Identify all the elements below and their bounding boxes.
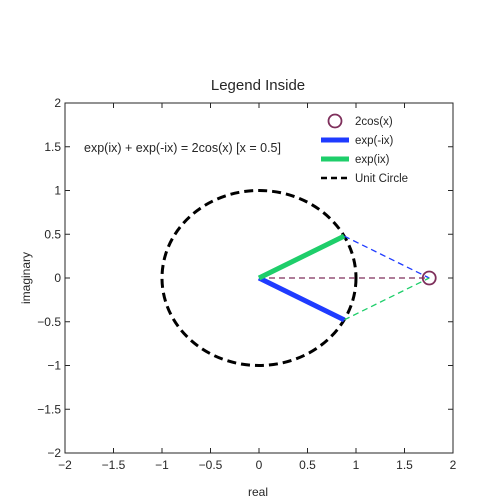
marker-2cos (421, 270, 437, 286)
x-tick-label: −1 (155, 458, 169, 472)
legend-marker (327, 113, 343, 129)
legend-label: Unit Circle (355, 173, 408, 185)
series-line-exp-ix- (257, 233, 346, 281)
x-tick-label: 0 (256, 458, 263, 472)
x-tick-label: 1.5 (396, 458, 413, 472)
unit-circle (160, 189, 358, 367)
y-tick-label: 1.5 (44, 140, 61, 154)
x-tick-label: 1 (353, 458, 360, 472)
legend-label: 2cos(x) (355, 116, 393, 128)
y-axis-label: imaginary (19, 252, 33, 304)
y-tick-label: −2 (47, 446, 61, 460)
y-tick-label: 0.5 (44, 227, 61, 241)
helper-line-0 (343, 235, 430, 279)
y-tick-label: −0.5 (37, 315, 61, 329)
x-tick-label: 0.5 (299, 458, 316, 472)
chart-annotation: exp(ix) + exp(-ix) = 2cos(x) [x = 0.5] (84, 141, 281, 155)
x-axis-label: real (248, 485, 268, 499)
helper-line-1 (343, 277, 430, 321)
plot-area: −2 −1.5 −1 −0.5 0 0.5 1 1.5 2 −2 −1.5 −1 −0.5 0 0.5 1 1.… (37, 96, 456, 472)
x-tick-label: −2 (58, 458, 72, 472)
x-tick-label: −1.5 (102, 458, 126, 472)
y-tick-label: −1 (47, 359, 61, 373)
x-tick-label: −0.5 (199, 458, 223, 472)
legend: 2cos(x) exp(-ix) exp(ix) Unit Circle (321, 113, 408, 185)
legend-label: exp(ix) (355, 154, 390, 166)
x-tick-label: 2 (450, 458, 457, 472)
y-tick-label: 1 (54, 184, 61, 198)
series-line-exp-ix- (257, 275, 346, 323)
y-tick-label: 2 (54, 96, 61, 110)
y-tick-label: −1.5 (37, 402, 61, 416)
chart-title: Legend Inside (211, 77, 305, 94)
y-tick-label: 0 (54, 271, 61, 285)
legend-label: exp(-ix) (355, 135, 394, 147)
